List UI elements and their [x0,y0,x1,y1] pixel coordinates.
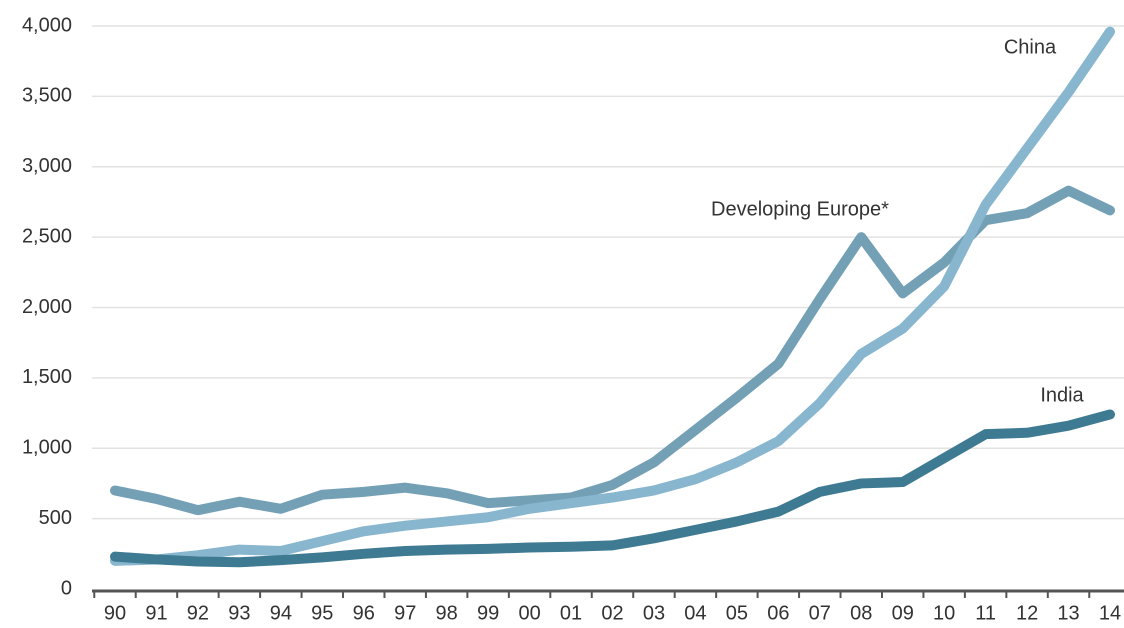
x-tick-label: 09 [892,602,914,624]
y-tick-label: 3,500 [22,85,72,107]
x-tick-label: 11 [975,602,996,624]
x-tick-label: 96 [353,602,375,624]
x-tick-label: 08 [850,602,872,624]
x-tick-label: 02 [601,602,623,624]
series-line [110,26,1115,566]
x-tick-label: 03 [643,602,665,624]
x-tick-label: 98 [436,602,458,624]
x-tick-label: 99 [477,602,499,624]
y-tick-label: 1,000 [22,437,72,459]
x-tick-label: 06 [767,602,789,624]
x-tick-label: 91 [145,602,167,624]
y-tick-label: 4,000 [22,14,72,36]
series-line [110,185,1115,516]
x-tick-label: 12 [1016,602,1038,624]
y-tick-label: 2,500 [22,225,72,247]
x-tick-label: 92 [187,602,209,624]
x-tick-label: 94 [270,602,292,624]
x-tick-label: 90 [104,602,126,624]
series-line [110,409,1115,568]
x-tick-label: 05 [726,602,748,624]
x-tick-label: 00 [518,602,540,624]
y-tick-label: 1,500 [22,366,72,388]
x-tick-label: 01 [560,602,582,624]
series-label: China [1004,36,1057,58]
x-tick-label: 13 [1057,602,1079,624]
y-tick-label: 0 [61,577,72,599]
series-label: India [1040,384,1084,406]
x-tick-label: 93 [228,602,250,624]
series-label: Developing Europe* [711,198,889,220]
x-tick-label: 97 [394,602,416,624]
x-tick-label: 95 [311,602,333,624]
y-tick-label: 2,000 [22,296,72,318]
y-tick-label: 3,000 [22,155,72,177]
x-tick-label: 14 [1099,602,1121,624]
x-tick-label: 10 [933,602,955,624]
y-tick-label: 500 [39,507,72,529]
x-tick-label: 07 [809,602,831,624]
x-tick-label: 04 [684,602,706,624]
